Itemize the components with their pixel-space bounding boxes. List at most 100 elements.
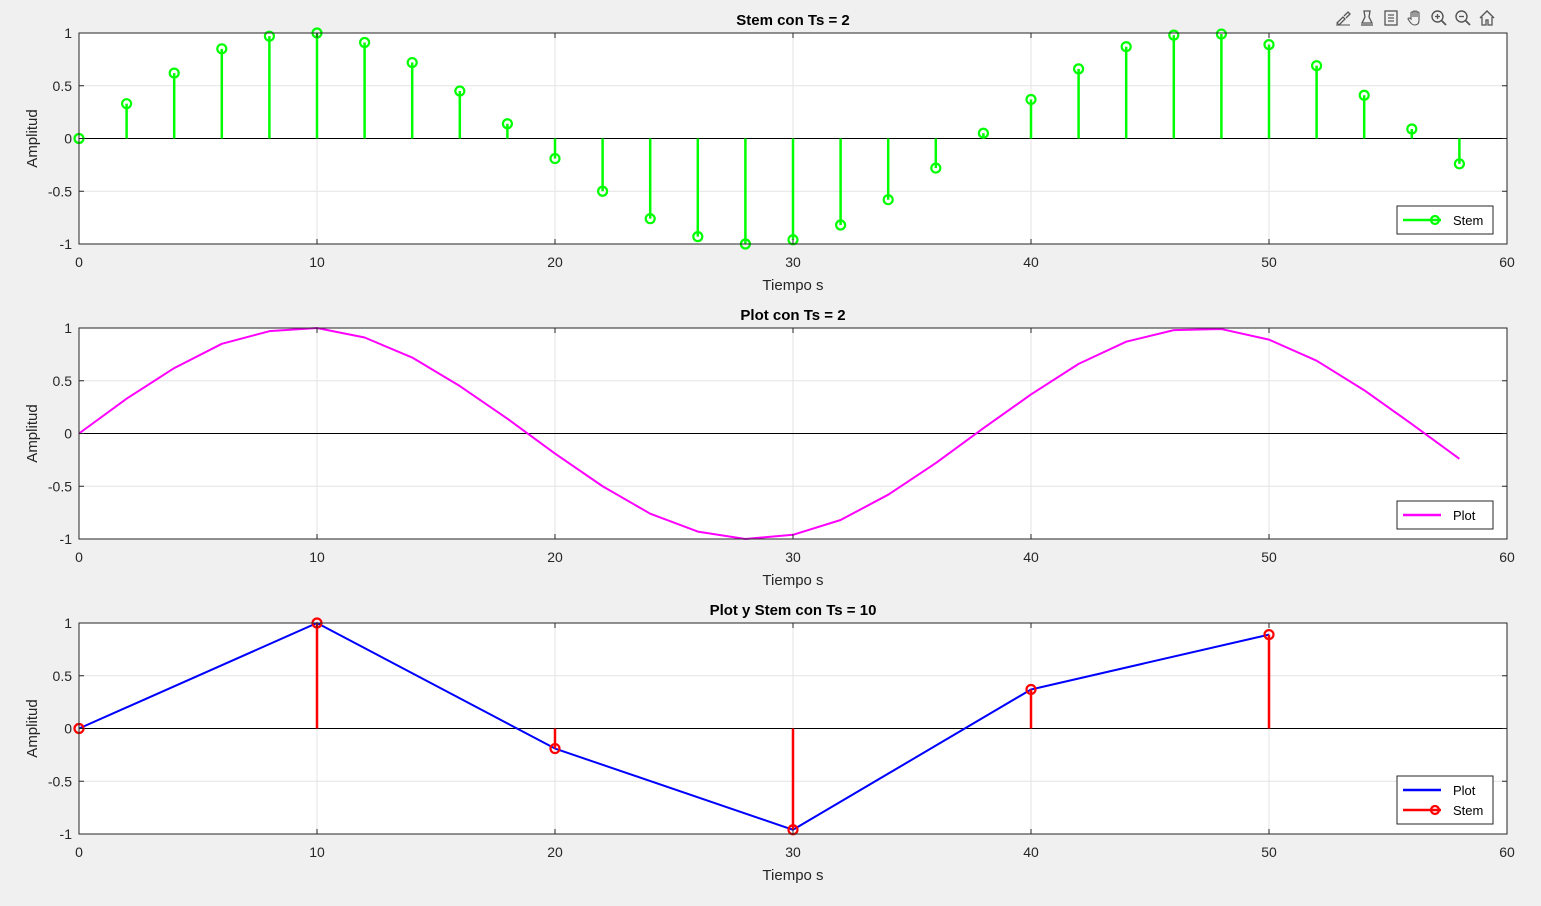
stem-marker (1025, 683, 1037, 696)
x-tick-label: 50 (1261, 844, 1277, 860)
legend-box (1396, 500, 1494, 530)
stem-marker (1453, 158, 1466, 170)
legend-label: Stem (1453, 213, 1483, 228)
x-tick-label: 10 (309, 844, 325, 860)
x-tick-label: 60 (1499, 254, 1515, 270)
stem-marker (1310, 60, 1323, 72)
stem-marker (73, 722, 85, 735)
x-tick-label: 0 (75, 844, 83, 860)
x-tick-label: 50 (1261, 549, 1277, 565)
legend-label: Stem (1453, 803, 1483, 818)
stem-marker (834, 219, 847, 231)
x-axis-label: Tiempo s (762, 277, 823, 294)
chart-title: Stem con Ts = 2 (736, 12, 850, 29)
home-icon[interactable] (1476, 7, 1498, 29)
stem-marker (1168, 29, 1180, 41)
stem-marker (359, 36, 371, 49)
x-tick-label: 60 (1499, 549, 1515, 565)
y-axis-label: Amplitud (24, 699, 41, 757)
x-tick-label: 40 (1023, 254, 1039, 270)
x-tick-label: 30 (785, 844, 801, 860)
stem-marker (454, 85, 466, 97)
stem-marker (1263, 39, 1275, 51)
zoom-out-icon[interactable] (1452, 7, 1474, 29)
axes-box (78, 32, 1508, 245)
stem-marker (549, 742, 561, 755)
x-tick-label: 60 (1499, 844, 1515, 860)
stem-marker (549, 152, 561, 165)
stem-marker (120, 98, 133, 110)
y-tick-label: -0.5 (48, 183, 72, 199)
stem-marker (1263, 629, 1275, 641)
x-tick-label: 30 (785, 254, 801, 270)
y-tick-label: -1 (60, 236, 73, 252)
legend-toggle-icon[interactable] (1380, 7, 1402, 29)
legend-marker (1429, 214, 1441, 226)
stem-marker (930, 162, 942, 174)
y-tick-label: 0 (64, 131, 72, 147)
y-tick-label: -0.5 (48, 773, 72, 789)
stem-marker (311, 27, 323, 39)
plot-area (79, 328, 1507, 539)
legend: Plot (1396, 500, 1494, 530)
stem-marker (644, 213, 656, 225)
y-tick-label: -1 (60, 531, 73, 547)
x-axis-label: Tiempo s (762, 867, 823, 884)
stem-marker (596, 185, 609, 197)
y-tick-label: 0 (64, 721, 72, 737)
stem-marker (73, 132, 85, 145)
legend-marker (1429, 804, 1441, 816)
brush-icon[interactable] (1332, 7, 1354, 29)
pan-icon[interactable] (1404, 7, 1426, 29)
y-tick-label: -1 (60, 826, 73, 842)
legend: Plot Stem (1396, 775, 1494, 825)
axes-box (78, 622, 1508, 835)
y-tick-label: -0.5 (48, 478, 72, 494)
x-tick-label: 0 (75, 254, 83, 270)
y-tick-label: 0.5 (53, 373, 73, 389)
stem-marker (1358, 89, 1370, 101)
stem-marker (1072, 63, 1085, 75)
series-line-plot (78, 327, 1460, 540)
subplot-1: 0 10 20 30 40 50 60 -1 -0.5 0 0.5 1 Stem con Ts = 2 T… (24, 12, 1515, 294)
stem-marker (406, 56, 418, 69)
x-tick-label: 20 (547, 844, 563, 860)
x-tick-label: 0 (75, 549, 83, 565)
stem-marker (311, 617, 323, 629)
x-tick-label: 30 (785, 549, 801, 565)
y-tick-label: 0.5 (53, 668, 73, 684)
legend-label: Plot (1453, 783, 1476, 798)
legend: Stem (1396, 205, 1494, 235)
series-line-plot (78, 622, 1270, 831)
stem-marker (787, 824, 799, 836)
x-tick-label: 50 (1261, 254, 1277, 270)
stem-marker (1215, 28, 1228, 40)
chart-title: Plot con Ts = 2 (740, 307, 845, 324)
stem-marker (1025, 93, 1037, 106)
stem-marker (787, 234, 799, 246)
y-axis-label: Amplitud (24, 404, 41, 462)
y-tick-label: 0.5 (53, 78, 73, 94)
legend-label: Plot (1453, 508, 1476, 523)
subplot-3: 0 10 20 30 40 50 60 -1 -0.5 0 0.5 1 Plot y Stem con … (24, 602, 1515, 884)
data-tips-icon[interactable] (1356, 7, 1378, 29)
chart-title: Plot y Stem con Ts = 10 (710, 602, 877, 619)
legend-box (1396, 205, 1494, 235)
x-tick-label: 40 (1023, 844, 1039, 860)
x-tick-label: 10 (309, 254, 325, 270)
y-tick-label: 1 (64, 25, 72, 41)
stem-marker (882, 194, 894, 206)
stem-marker (263, 30, 275, 42)
axes-toolbar (1332, 6, 1498, 30)
x-tick-label: 20 (547, 254, 563, 270)
stem-marker (692, 231, 704, 243)
stem-marker (1406, 123, 1418, 135)
legend-box (1396, 775, 1494, 825)
y-axis-label: Amplitud (24, 109, 41, 167)
plot-area (79, 623, 1507, 834)
plot-area (79, 33, 1507, 244)
y-tick-label: 1 (64, 615, 72, 631)
x-axis-label: Tiempo s (762, 572, 823, 589)
zoom-in-icon[interactable] (1428, 7, 1450, 29)
